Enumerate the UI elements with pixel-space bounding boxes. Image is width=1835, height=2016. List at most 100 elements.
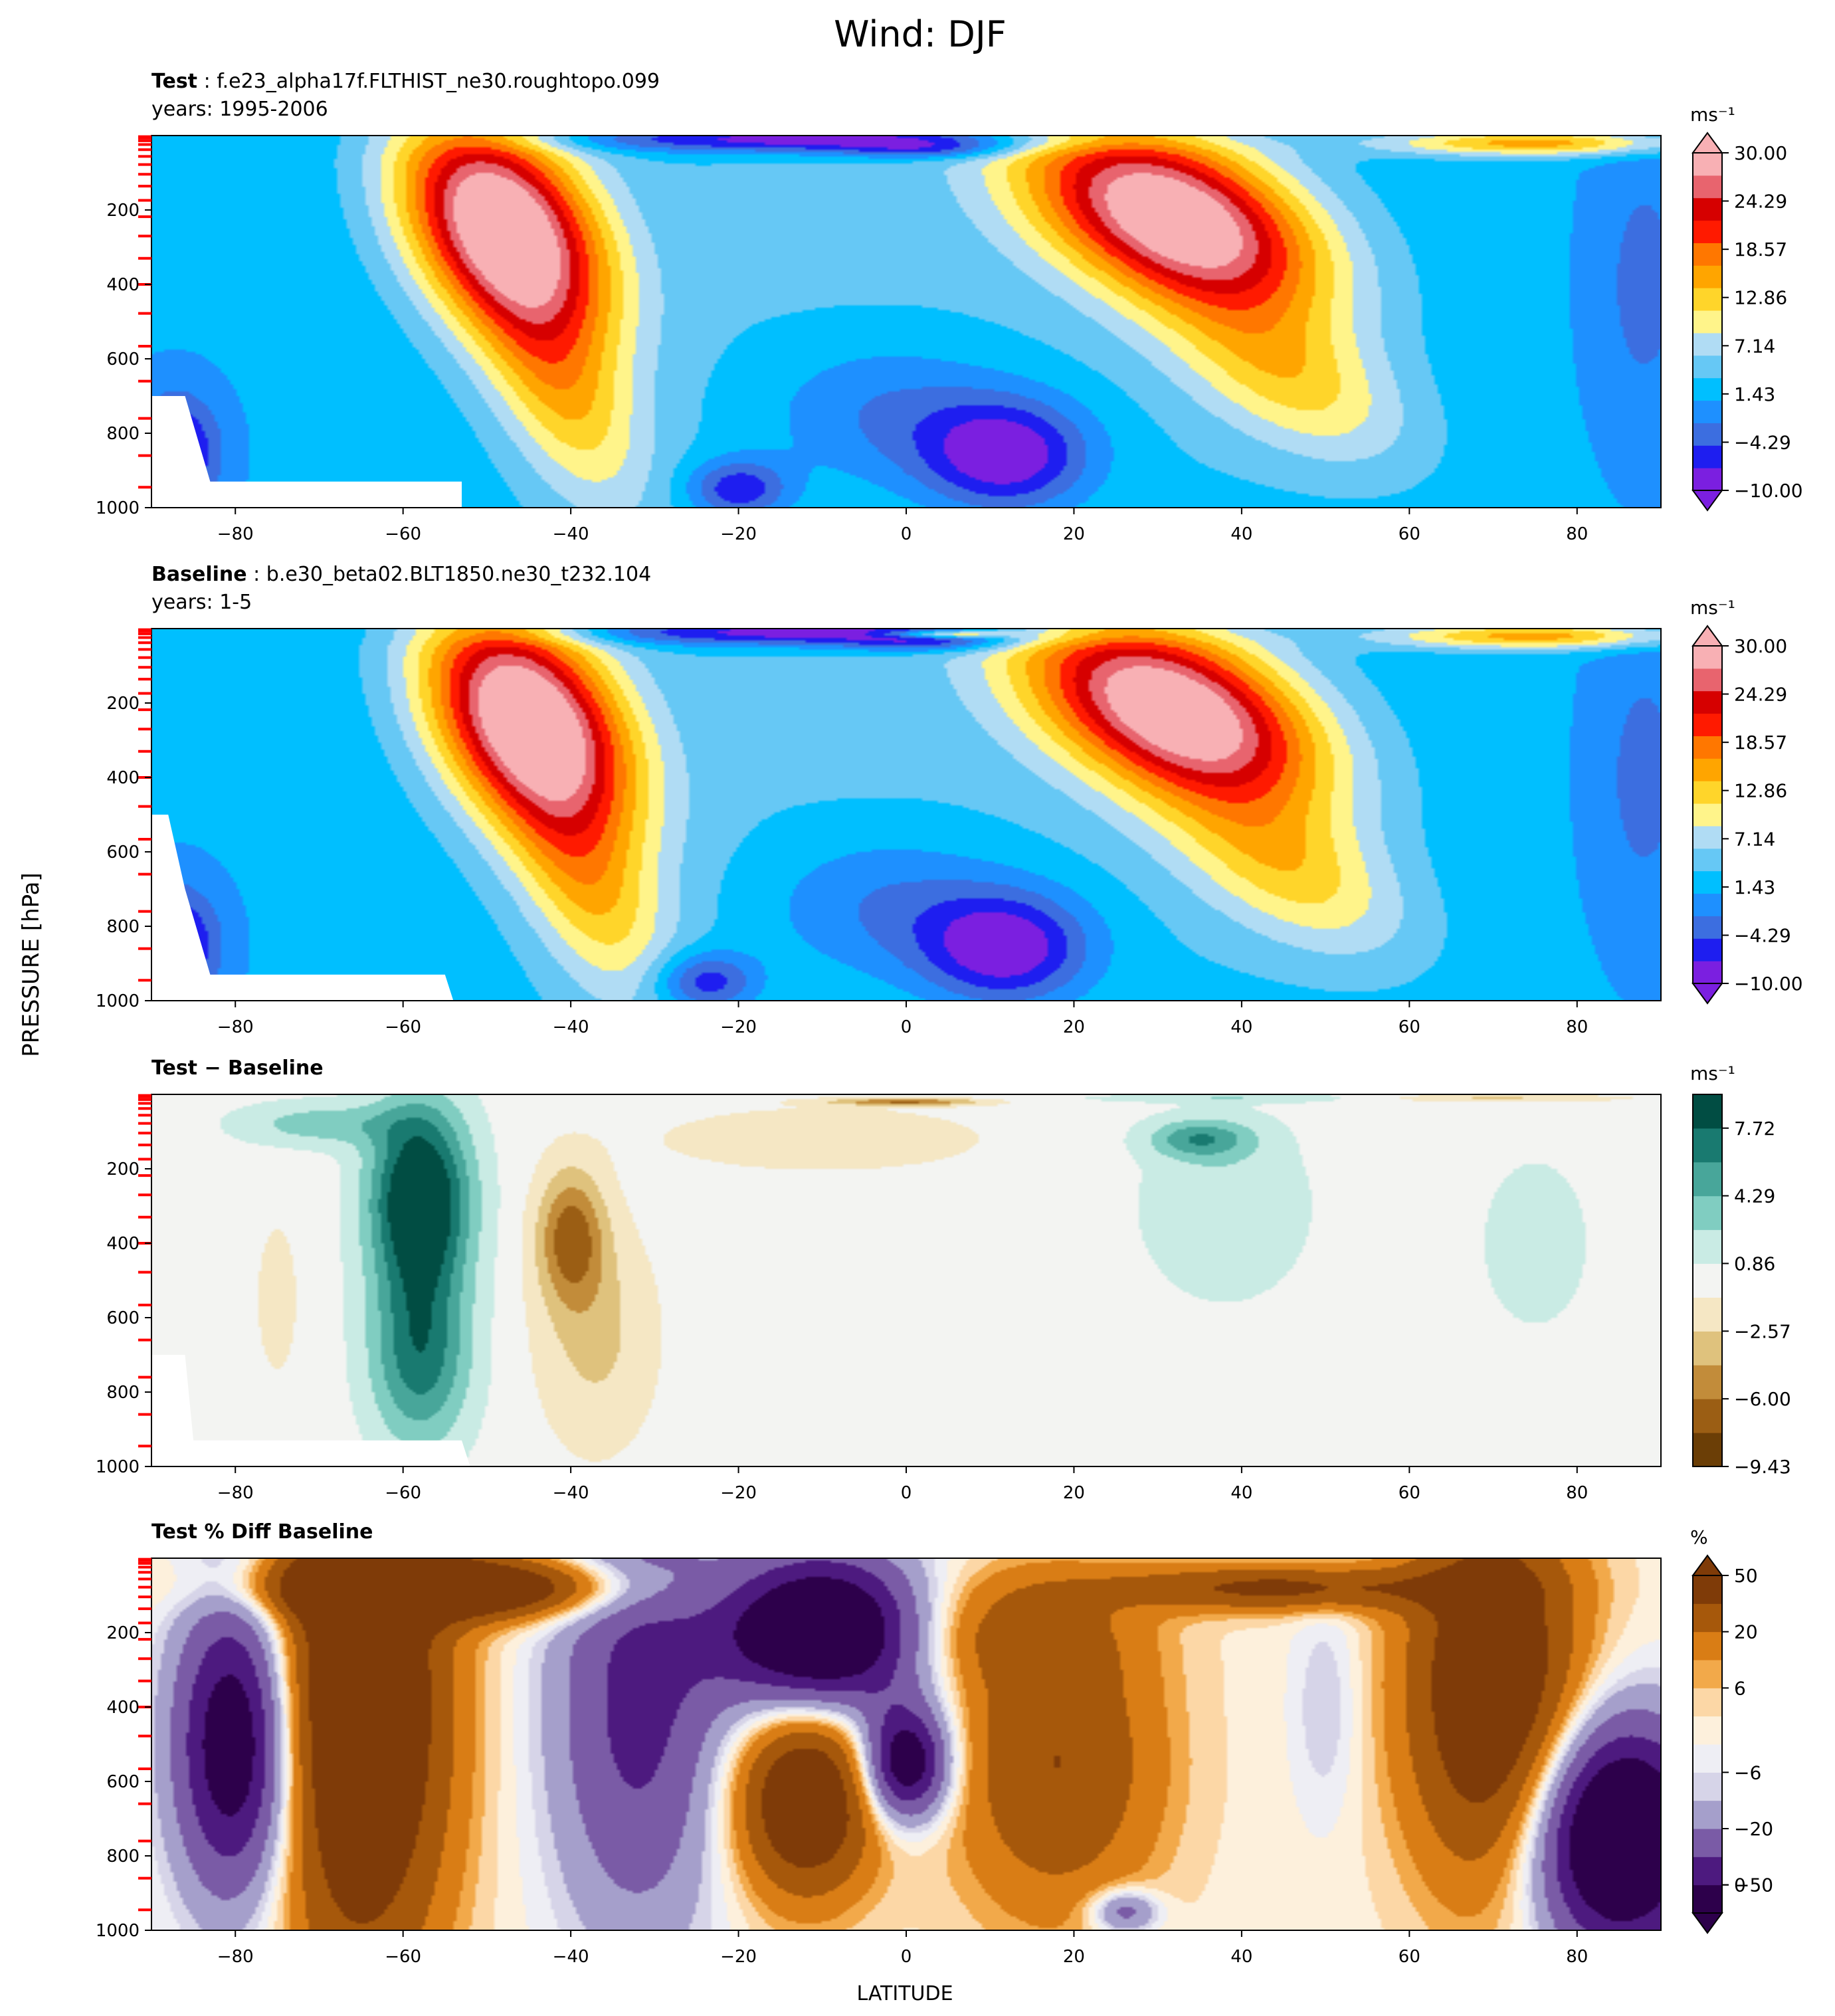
colorbar-segment — [1693, 1161, 1722, 1197]
x-tick-label: 40 — [1230, 1017, 1252, 1037]
colorbar-tick-label: 1.43 — [1734, 876, 1775, 898]
colorbar-tick-label: −10.00 — [1734, 973, 1803, 995]
y-tick-label: 800 — [106, 1847, 140, 1866]
heatmap-field — [151, 629, 1661, 1001]
colorbar-segment — [1693, 265, 1722, 288]
colorbar-segment — [1693, 1772, 1722, 1801]
colorbar-segment — [1693, 938, 1722, 961]
colorbar-segment — [1693, 1229, 1722, 1264]
colorbar-segment — [1693, 1603, 1722, 1633]
colorbar: % 50 20 6 0 −6 −20 −50 — [1690, 1526, 1773, 1934]
x-tick-label: 0 — [901, 524, 912, 544]
y-tick-label: 600 — [106, 843, 140, 862]
colorbar-segment — [1693, 377, 1722, 401]
colorbar-frame — [1692, 1094, 1723, 1467]
colorbar-segment — [1693, 400, 1722, 423]
x-tick-label: −40 — [553, 1483, 589, 1503]
colorbar-segment — [1693, 848, 1722, 872]
colorbar-unit: % — [1690, 1526, 1708, 1548]
y-tick-label: 400 — [106, 1234, 140, 1254]
y-tick-label: 600 — [106, 350, 140, 369]
x-tick-label: 40 — [1230, 524, 1252, 544]
colorbar-tick-label: 7.72 — [1734, 1118, 1775, 1140]
colorbar-tick-label: 6 — [1734, 1677, 1746, 1699]
colorbar-tick-label: −20 — [1734, 1818, 1773, 1840]
heatmap-field — [151, 1558, 1661, 1930]
heatmap-field — [151, 1094, 1661, 1466]
y-tick-label: 200 — [106, 1159, 140, 1179]
colorbar-segment — [1693, 175, 1722, 199]
colorbar-segment — [1693, 1263, 1722, 1298]
panel-title: Test % Diff Baseline — [151, 1520, 373, 1544]
colorbar: ms⁻¹ 30.00 24.29 18.57 12.86 7.14 1.43 −4.29 −10… — [1690, 597, 1803, 1005]
y-tick-label: 800 — [106, 917, 140, 937]
y-tick-label: 200 — [106, 1623, 140, 1643]
colorbar-tick-label: −4.29 — [1734, 924, 1791, 946]
y-tick-label: 400 — [106, 275, 140, 295]
colorbar-tick-label: 4.29 — [1734, 1185, 1775, 1207]
panel-title-text: : f.e23_alpha17f.FLTHIST_ne30.roughtopo.… — [197, 70, 660, 93]
colorbar-extend-top — [1691, 1554, 1723, 1576]
colorbar-segment — [1693, 153, 1722, 176]
panel-title-bold: Test — [151, 70, 197, 93]
colorbar-tick-label: 20 — [1734, 1621, 1758, 1643]
colorbar-segment — [1693, 758, 1722, 781]
colorbar-tick-label: 1.43 — [1734, 383, 1775, 405]
colorbar-segment — [1693, 668, 1722, 692]
colorbar-extend-top — [1691, 132, 1723, 153]
x-tick-label: 60 — [1399, 1017, 1420, 1037]
panel-title-text: : b.e30_beta02.BLT1850.ne30_t232.104 — [247, 563, 652, 586]
y-tick-label: 800 — [106, 424, 140, 444]
colorbar-frame — [1692, 152, 1723, 491]
x-tick-label: 80 — [1566, 1947, 1588, 1967]
x-tick-label: 0 — [901, 1017, 912, 1037]
colorbar-segment — [1693, 1800, 1722, 1829]
x-tick-label: 20 — [1063, 1947, 1085, 1967]
colorbar-tick-label: 0 — [1734, 1874, 1746, 1896]
colorbar-segment — [1693, 220, 1722, 243]
colorbar-segment — [1693, 893, 1722, 916]
colorbar-segment — [1693, 423, 1722, 446]
topography-mask — [151, 815, 454, 1001]
colorbar-segment — [1693, 1688, 1722, 1717]
colorbar-segment — [1693, 1716, 1722, 1745]
colorbar-tick-label: 18.57 — [1734, 239, 1787, 260]
x-tick-label: 20 — [1063, 1483, 1085, 1503]
x-tick-label: −80 — [217, 1947, 254, 1967]
colorbar-tick-label: 7.14 — [1734, 828, 1775, 850]
colorbar-segment — [1693, 1433, 1722, 1467]
x-tick-label: −40 — [553, 524, 589, 544]
colorbar-tick-label: −10.00 — [1734, 480, 1803, 502]
panel-title-bold: Test − Baseline — [151, 1057, 324, 1080]
colorbar-tick-label: 50 — [1734, 1565, 1758, 1587]
colorbar-segment — [1693, 736, 1722, 759]
y-tick-label: 600 — [106, 1308, 140, 1328]
colorbar-tick-label: −9.43 — [1734, 1456, 1791, 1478]
colorbar-segment — [1693, 1094, 1722, 1129]
x-tick-label: −20 — [720, 1483, 757, 1503]
panels: Test : f.e23_alpha17f.FLTHIST_ne30.rough… — [96, 70, 1803, 1967]
panel-title-bold: Baseline — [151, 563, 247, 586]
colorbar-segment — [1693, 197, 1722, 221]
colorbar-tick-label: −2.57 — [1734, 1320, 1791, 1342]
x-tick-label: 40 — [1230, 1947, 1252, 1967]
colorbar-segment — [1693, 1829, 1722, 1857]
y-tick-label: 800 — [106, 1383, 140, 1403]
x-tick-label: 0 — [901, 1947, 912, 1967]
x-tick-label: 40 — [1230, 1483, 1252, 1503]
colorbar-segment — [1693, 961, 1722, 984]
panel-subtitle: years: 1995-2006 — [151, 98, 328, 121]
colorbar-segment — [1693, 1857, 1722, 1886]
colorbar-tick-label: 24.29 — [1734, 191, 1787, 213]
colorbar-extend-bottom — [1691, 983, 1723, 1005]
panel-subtitle: years: 1-5 — [151, 591, 252, 614]
colorbar: ms⁻¹ 30.00 24.29 18.57 12.86 7.14 1.43 −4.29 −10… — [1690, 104, 1803, 512]
colorbar-segment — [1693, 1195, 1722, 1231]
colorbar-extend-bottom — [1691, 490, 1723, 512]
colorbar-tick-label: 18.57 — [1734, 732, 1787, 754]
panel-title: Baseline : b.e30_beta02.BLT1850.ne30_t23… — [151, 563, 651, 586]
colorbar-frame — [1692, 645, 1723, 984]
colorbar-tick-label: −6 — [1734, 1762, 1761, 1783]
colorbar-segment — [1693, 1331, 1722, 1365]
